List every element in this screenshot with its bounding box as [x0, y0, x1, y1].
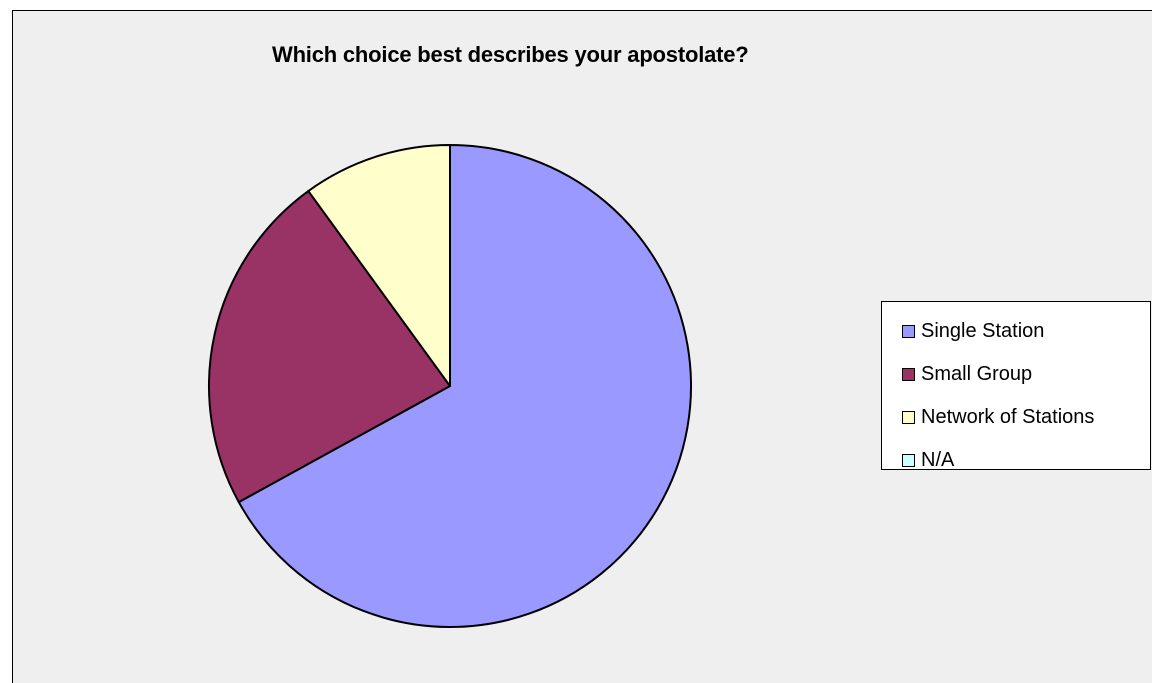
legend-item-small-group: Small Group	[902, 353, 1150, 396]
legend-item-n-a: N/A	[902, 439, 1150, 482]
pie-slice-small-group	[208, 190, 451, 504]
legend-label-n-a: N/A	[921, 449, 955, 471]
pie-slice-single-station	[237, 144, 692, 628]
legend-label-single-station: Single Station	[921, 320, 1045, 342]
legend: Single Station Small Group Network of St…	[881, 301, 1151, 471]
legend-swatch-small-group	[902, 368, 915, 381]
pie-slices	[208, 144, 692, 628]
legend-item-network-of-stations: Network of Stations	[902, 396, 1150, 439]
legend-swatch-network-of-stations	[902, 411, 915, 424]
legend-swatch-single-station	[902, 325, 915, 338]
legend-label-network-of-stations: Network of Stations	[921, 406, 1095, 428]
pie-slice-network-of-stations	[307, 144, 451, 387]
legend-label-small-group: Small Group	[921, 363, 1033, 385]
legend-swatch-n-a	[902, 454, 915, 467]
legend-item-single-station: Single Station	[902, 310, 1150, 353]
chart-title: Which choice best describes your apostol…	[272, 42, 749, 67]
